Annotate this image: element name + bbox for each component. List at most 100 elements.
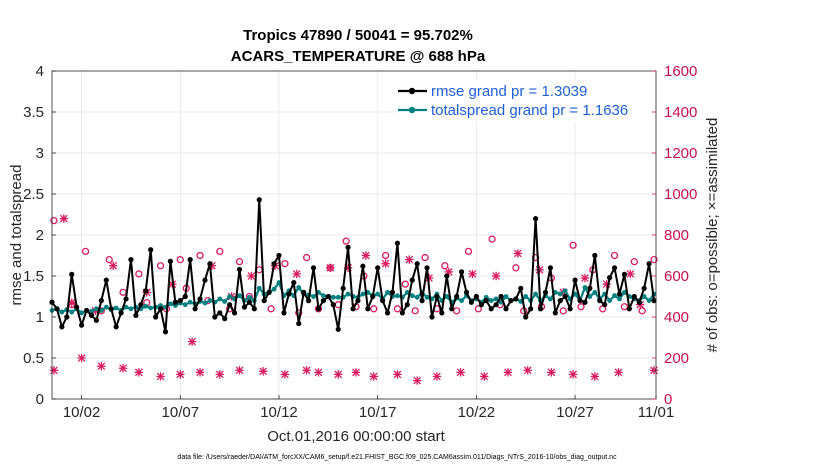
rmse-point [518, 285, 524, 291]
totalspread-point [360, 291, 366, 297]
totalspread-point [103, 304, 109, 310]
y-tick-label-right: 1200 [664, 145, 697, 162]
totalspread-point [345, 291, 351, 297]
rmse-point [266, 289, 272, 295]
x-tick-label: 10/17 [359, 404, 397, 421]
totalspread-point [321, 293, 326, 299]
rmse-point [532, 216, 539, 222]
obs-assimilated-point [513, 249, 523, 258]
totalspread-point [79, 310, 85, 316]
rmse-point [384, 310, 391, 316]
totalspread-point [414, 294, 420, 300]
rmse-point [88, 312, 95, 318]
obs-assimilated-point [215, 370, 224, 379]
y-tick-label-right: 800 [664, 227, 689, 244]
totalspread-point [404, 290, 410, 295]
obs-possible-point [381, 251, 390, 260]
rmse-point [162, 329, 169, 335]
obs-assimilated-point [381, 259, 390, 268]
obs-possible-point [577, 303, 585, 311]
totalspread-point [271, 286, 277, 292]
obs-assimilated-point [456, 368, 465, 377]
rmse-point [340, 285, 346, 291]
obs-assimilated-point [259, 367, 268, 376]
obs-possible-point [488, 235, 496, 243]
y-axis-label-right: # of obs: o=possible; ×=assimilated [704, 118, 721, 353]
obs-assimilated-point [614, 368, 623, 377]
x-tick-label: 10/07 [162, 404, 200, 421]
rmse-point [572, 277, 578, 283]
rmse-point [133, 312, 139, 318]
obs-possible-point [119, 288, 127, 297]
rmse-point [508, 298, 514, 304]
rmse-point [528, 306, 534, 312]
obs-assimilated-point [393, 370, 402, 379]
rmse-point [325, 293, 331, 300]
totalspread-point [202, 300, 208, 306]
rmse-point [187, 257, 193, 263]
totalspread-point [207, 298, 213, 303]
rmse-point [646, 261, 652, 267]
rmse-point [98, 298, 104, 304]
rmse-point [138, 302, 144, 308]
x-axis-label: Oct.01,2016 00:00:00 start [267, 428, 445, 445]
totalspread-point [617, 296, 622, 302]
totalspread-point [459, 298, 464, 303]
legend-box [395, 80, 650, 122]
y-tick-label-left: 4 [36, 63, 44, 80]
totalspread-point [547, 296, 553, 302]
rmse-point [404, 302, 410, 308]
rmse-point [69, 271, 75, 277]
rmse-point [286, 291, 292, 297]
legend-rmse-label: rmse grand pr = 1.3039 [431, 83, 587, 100]
rmse-point [463, 289, 470, 295]
obs-assimilated-point [412, 376, 422, 385]
rmse-point [365, 306, 371, 312]
rmse-point [202, 277, 208, 283]
rmse-point [409, 277, 415, 283]
obs-assimilated-point [503, 368, 513, 377]
rmse-point [360, 263, 366, 269]
footer-data-file: data file: /Users/raeder/DAI/ATM_forcXX/… [177, 454, 617, 461]
rmse-point [123, 296, 129, 302]
y-axis-label-left: rmse and totalspread [8, 165, 25, 306]
totalspread-point [582, 285, 588, 290]
rmse-point [597, 298, 603, 304]
obs-possible-point [235, 257, 244, 266]
rmse-point [542, 289, 549, 295]
obs-possible-point [441, 262, 449, 270]
obs-assimilated-point [134, 368, 144, 377]
totalspread-point [187, 299, 193, 305]
rmse-point [503, 306, 509, 312]
rmse-point [424, 265, 430, 271]
chart-title-line2: ACARS_TEMPERATURE @ 688 hPa [231, 48, 486, 65]
obs-possible-point [638, 307, 646, 315]
obs-assimilated-point [480, 372, 489, 381]
rmse-point [271, 261, 277, 267]
legend: rmse grand pr = 1.3039 totalspread grand… [395, 80, 650, 122]
y-tick-label-right: 0 [664, 391, 672, 408]
totalspread-point [182, 302, 188, 308]
x-tick-label: 11/01 [638, 404, 674, 421]
obs-possible-point [135, 270, 143, 278]
rmse-point [483, 298, 489, 304]
obs-possible-point [196, 251, 204, 260]
totalspread-point [557, 291, 563, 297]
rmse-point [557, 298, 563, 304]
totalspread-point [276, 280, 282, 285]
rmse-point [394, 240, 401, 246]
obs-possible-point [569, 241, 577, 249]
rmse-point [513, 296, 519, 302]
rmse-point [128, 257, 134, 263]
y-tick-label-left: 1 [36, 309, 44, 326]
x-tick-label: 10/27 [556, 404, 594, 421]
y-tick-label-right: 1600 [664, 63, 697, 80]
rmse-point [231, 310, 238, 316]
rmse-point [103, 277, 109, 283]
totalspread-point [395, 293, 400, 299]
rmse-point [567, 306, 573, 312]
rmse-point [468, 299, 475, 305]
rmse-point [488, 306, 494, 312]
rmse-point [621, 271, 628, 277]
